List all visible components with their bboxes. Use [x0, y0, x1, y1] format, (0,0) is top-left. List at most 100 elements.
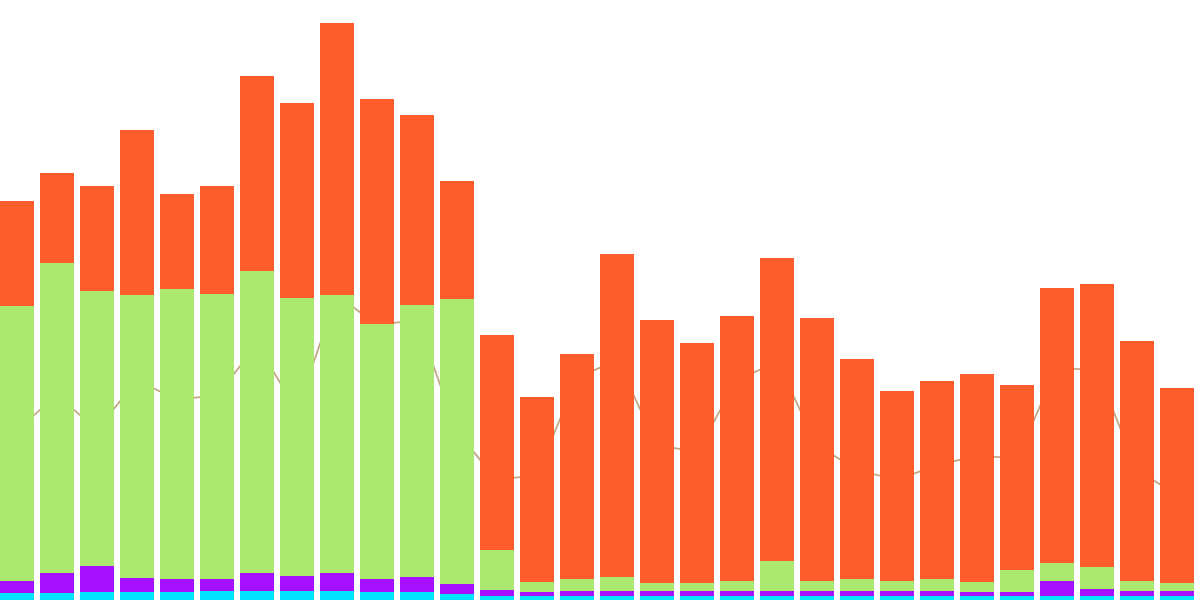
- bar-segment-orange: [280, 103, 314, 298]
- bar-group: [120, 130, 154, 600]
- bar-group: [0, 201, 34, 600]
- bar-segment-green: [1160, 583, 1194, 591]
- bar-segment-cyan: [80, 592, 114, 600]
- bar-group: [920, 381, 954, 600]
- bar-segment-orange: [1000, 385, 1034, 570]
- bar-segment-cyan: [760, 596, 794, 600]
- bar-segment-green: [800, 581, 834, 591]
- bar-segment-orange: [1160, 388, 1194, 583]
- bar-segment-purple: [520, 592, 554, 596]
- bar-segment-orange: [520, 397, 554, 582]
- bar-group: [440, 181, 474, 600]
- bar-segment-green: [80, 291, 114, 566]
- bar-segment-cyan: [720, 596, 754, 600]
- bar-segment-orange: [320, 23, 354, 295]
- bar-segment-orange: [560, 354, 594, 579]
- bar-group: [280, 103, 314, 600]
- bar-segment-cyan: [440, 594, 474, 600]
- bar-segment-purple: [160, 579, 194, 592]
- bar-segment-cyan: [680, 596, 714, 600]
- bar-segment-cyan: [920, 596, 954, 600]
- bar-group: [40, 173, 74, 600]
- bar-segment-purple: [360, 579, 394, 592]
- bar-segment-purple: [560, 591, 594, 596]
- bar-group: [1080, 284, 1114, 600]
- bar-group: [600, 254, 634, 600]
- bar-segment-purple: [840, 591, 874, 596]
- bar-segment-cyan: [1120, 596, 1154, 600]
- bar-segment-green: [400, 305, 434, 577]
- bar-segment-purple: [600, 591, 634, 596]
- bar-segment-green: [1120, 581, 1154, 591]
- bar-segment-green: [480, 550, 514, 590]
- bar-segment-orange: [240, 76, 274, 271]
- bar-group: [840, 359, 874, 600]
- bar-segment-cyan: [600, 596, 634, 600]
- bar-group: [1040, 288, 1074, 600]
- bar-segment-green: [720, 581, 754, 591]
- bar-segment-orange: [880, 391, 914, 581]
- bar-segment-orange: [960, 374, 994, 582]
- bar-segment-orange: [0, 201, 34, 306]
- bar-group: [360, 99, 394, 600]
- bar-segment-orange: [160, 194, 194, 289]
- bar-segment-green: [440, 299, 474, 584]
- bar-segment-green: [120, 295, 154, 578]
- bar-group: [80, 186, 114, 600]
- bar-group: [320, 23, 354, 600]
- bar-segment-green: [840, 579, 874, 591]
- bar-group: [640, 320, 674, 600]
- bar-group: [880, 391, 914, 600]
- bar-segment-green: [1000, 570, 1034, 592]
- bar-segment-cyan: [880, 596, 914, 600]
- bar-segment-orange: [440, 181, 474, 299]
- bar-segment-orange: [840, 359, 874, 579]
- bar-segment-purple: [400, 577, 434, 592]
- bar-segment-purple: [880, 591, 914, 596]
- bar-segment-cyan: [800, 596, 834, 600]
- bar-segment-cyan: [1080, 596, 1114, 600]
- bar-segment-purple: [1040, 581, 1074, 596]
- bar-segment-green: [1040, 563, 1074, 581]
- bar-group: [200, 186, 234, 600]
- bar-group: [560, 354, 594, 600]
- bar-segment-green: [680, 583, 714, 591]
- bar-segment-green: [40, 263, 74, 573]
- bar-group: [520, 397, 554, 600]
- bar-segment-purple: [200, 579, 234, 591]
- bar-segment-purple: [0, 581, 34, 593]
- bar-segment-orange: [80, 186, 114, 291]
- bar-segment-orange: [800, 318, 834, 581]
- bar-segment-green: [960, 582, 994, 592]
- bar-segment-purple: [1080, 589, 1114, 596]
- bar-segment-purple: [680, 591, 714, 596]
- bar-segment-cyan: [240, 591, 274, 600]
- bar-group: [160, 194, 194, 600]
- bar-segment-purple: [760, 591, 794, 596]
- bar-segment-orange: [920, 381, 954, 579]
- bar-group: [800, 318, 834, 600]
- bar-segment-purple: [80, 566, 114, 592]
- bar-segment-orange: [400, 115, 434, 305]
- bar-segment-green: [240, 271, 274, 573]
- bar-segment-purple: [1000, 592, 1034, 596]
- bar-segment-green: [200, 294, 234, 579]
- bar-segment-green: [560, 579, 594, 591]
- bar-group: [960, 374, 994, 600]
- bar-segment-orange: [1080, 284, 1114, 567]
- bar-segment-green: [600, 577, 634, 591]
- bar-segment-cyan: [480, 596, 514, 600]
- bar-segment-purple: [1160, 591, 1194, 596]
- bar-segment-cyan: [280, 591, 314, 600]
- bar-group: [760, 258, 794, 600]
- stacked-bar-chart: [0, 0, 1200, 600]
- bar-group: [680, 343, 714, 600]
- bar-segment-orange: [640, 320, 674, 583]
- bar-segment-orange: [720, 316, 754, 581]
- bar-segment-green: [0, 306, 34, 581]
- bar-segment-orange: [680, 343, 714, 583]
- bar-group: [1000, 385, 1034, 600]
- bar-segment-green: [880, 581, 914, 591]
- bar-segment-green: [520, 582, 554, 592]
- bar-segment-cyan: [320, 591, 354, 600]
